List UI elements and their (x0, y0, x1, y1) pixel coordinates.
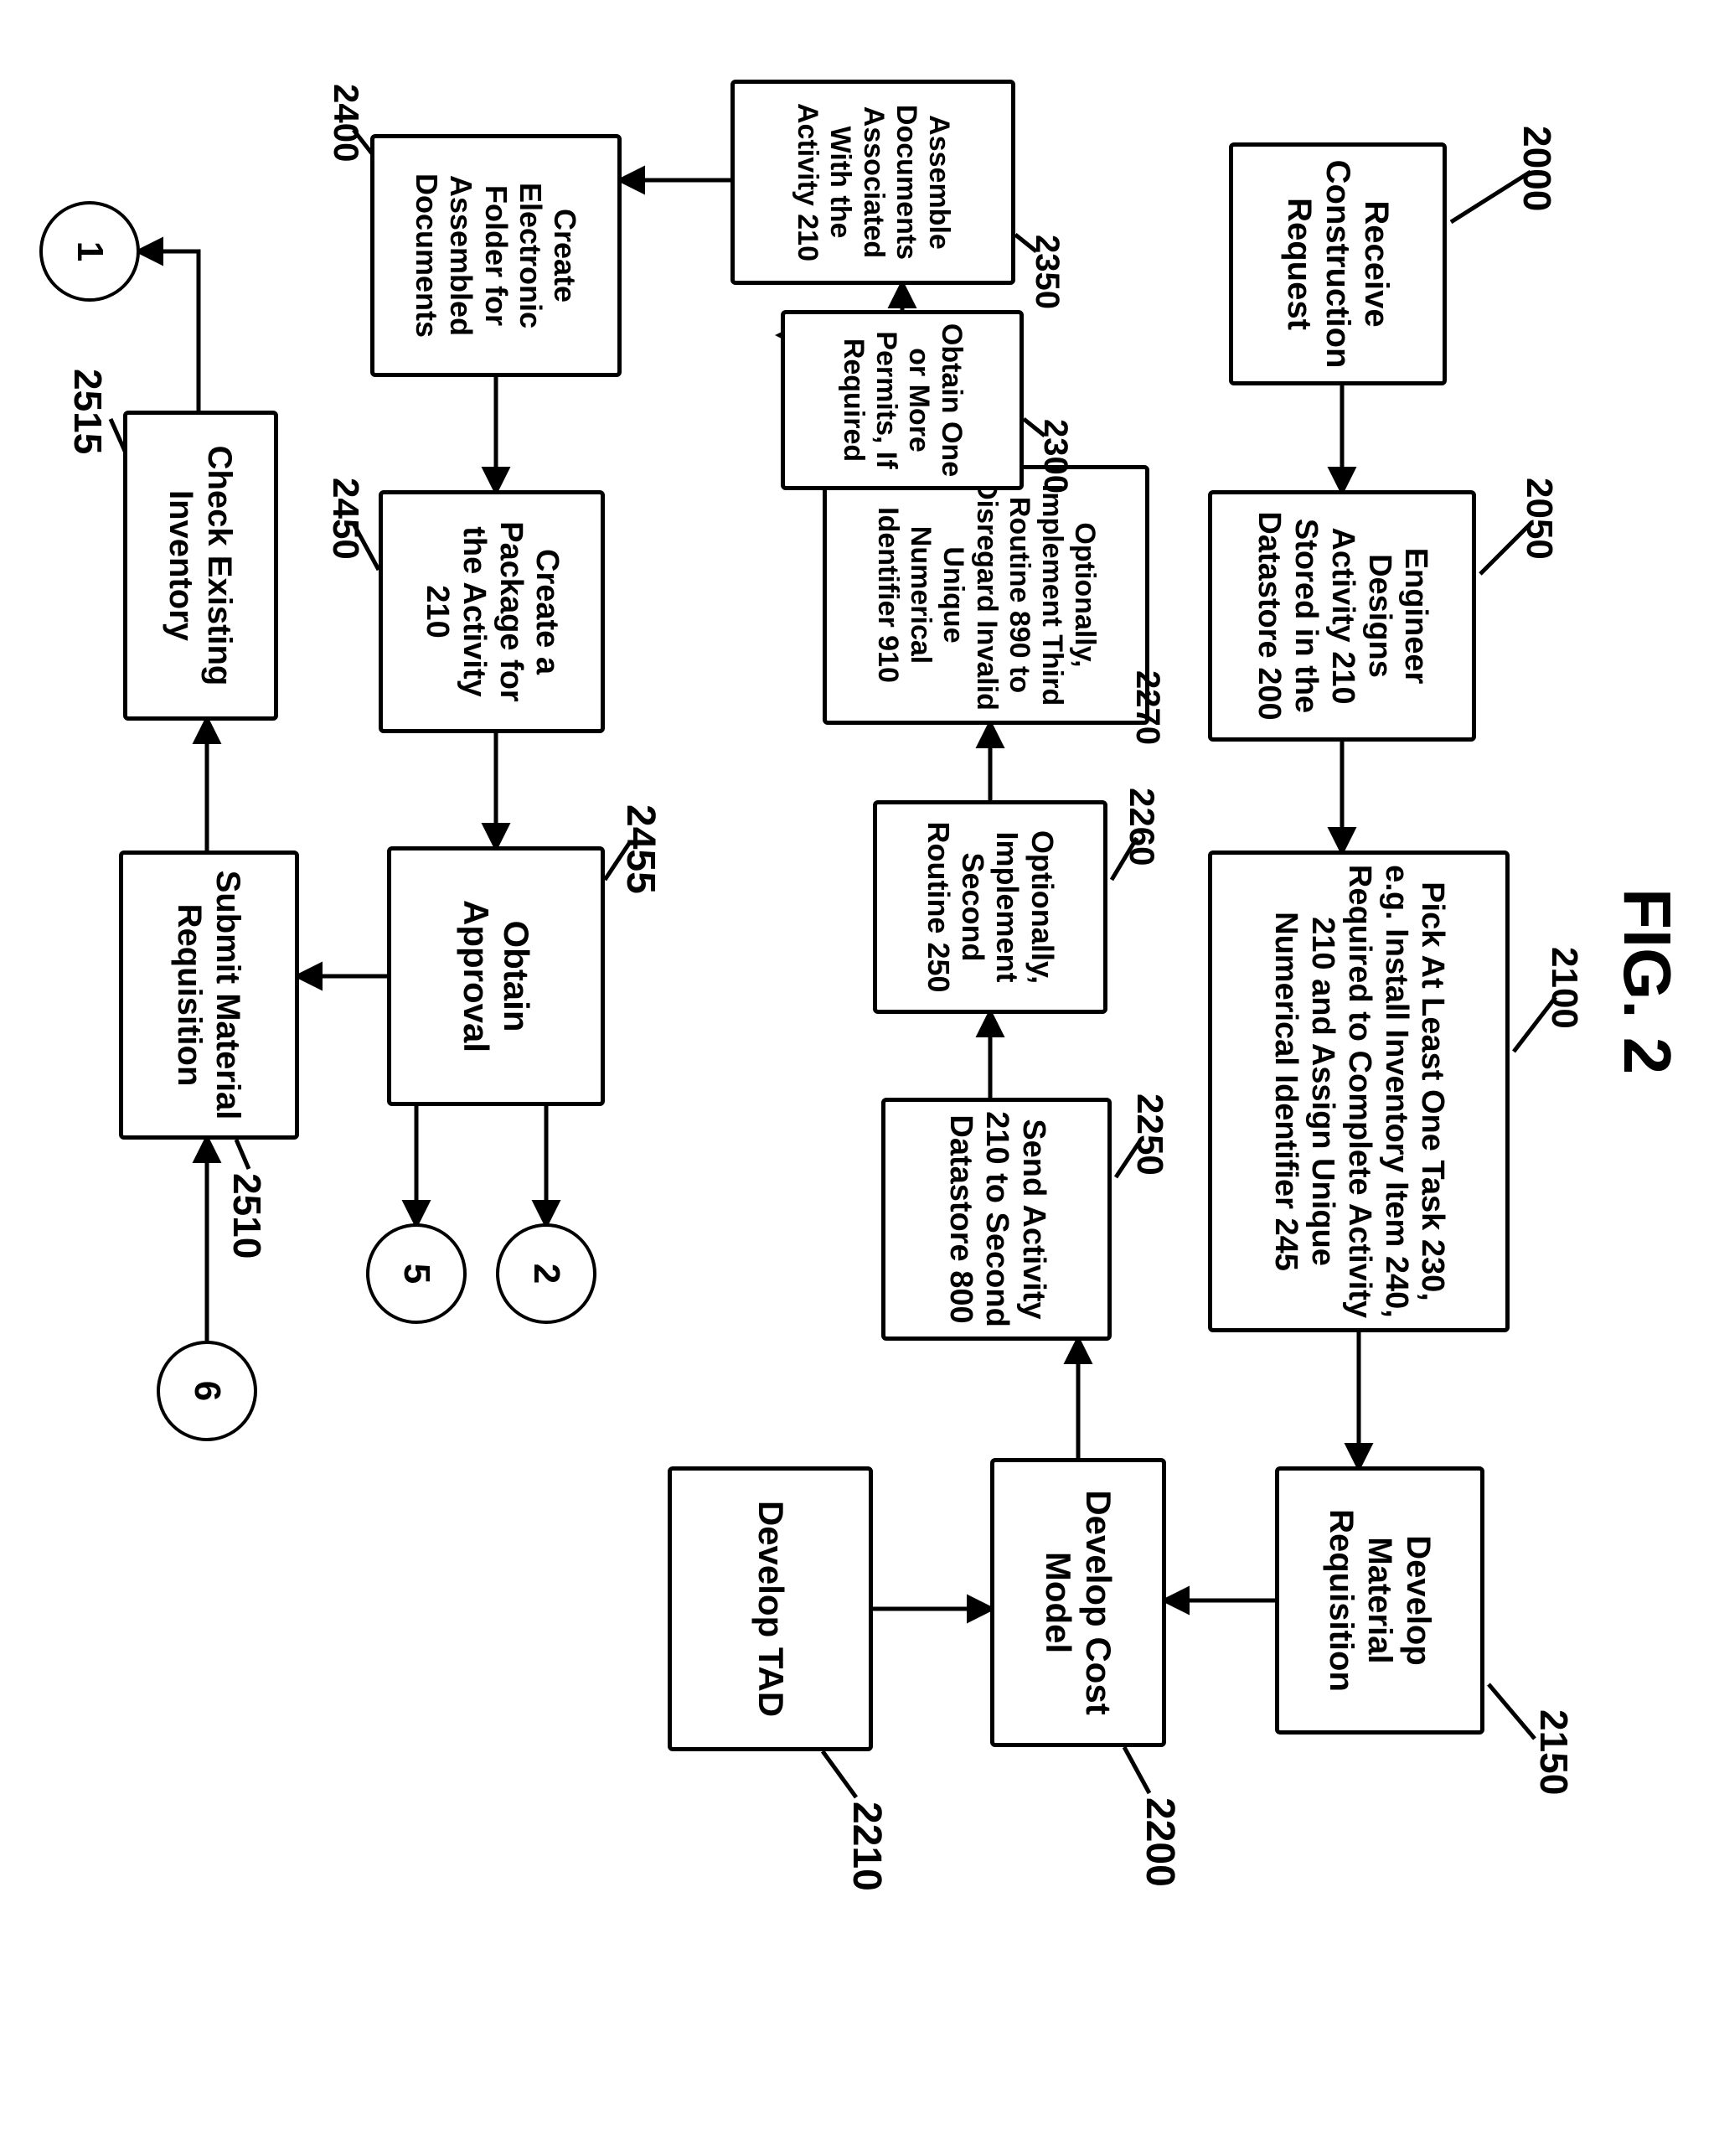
flowchart-node-n2270: Optionally, Implement Third Routine 890 … (823, 465, 1149, 725)
flowchart-node-n2000: Receive Construction Request (1229, 142, 1447, 385)
flowchart-node-n2400: Create Electronic Folder for Assembled D… (370, 134, 622, 377)
node-label-2270: 2270 (1128, 670, 1166, 745)
flowchart-node-n2510: Submit Material Requisition (119, 851, 299, 1140)
off-page-connector-1: 1 (39, 201, 140, 302)
node-label-2200: 2200 (1137, 1797, 1183, 1887)
node-label-2210: 2210 (844, 1802, 890, 1891)
edge-n2515-c1 (140, 251, 199, 411)
node-label-2100: 2100 (1543, 947, 1585, 1029)
flowchart-node-n2350: Assemble Documents Associated With the A… (730, 80, 1015, 285)
node-label-2455: 2455 (617, 804, 663, 894)
node-label-2515: 2515 (65, 369, 111, 454)
flowchart-node-n2260: Optionally, Implement Second Routine 250 (873, 800, 1107, 1014)
node-label-2260: 2260 (1122, 788, 1162, 866)
flowchart-node-n2050: Engineer Designs Activity 210 Stored in … (1208, 490, 1476, 742)
flowchart-node-n2100: Pick At Least One Task 230, e.g. Install… (1208, 851, 1510, 1332)
off-page-connector-2: 2 (496, 1223, 596, 1324)
label-leader-line (1489, 1684, 1535, 1739)
node-label-2300: 2300 (1036, 419, 1074, 494)
flowchart-node-n2250: Send Activity 210 to Second Datastore 80… (881, 1098, 1112, 1341)
node-label-2450: 2450 (324, 478, 366, 560)
node-label-2350: 2350 (1028, 235, 1066, 309)
node-label-2510: 2510 (225, 1173, 270, 1259)
label-leader-line (823, 1751, 856, 1797)
flowchart-node-n2150: Develop Material Requisition (1275, 1466, 1484, 1735)
flowchart-node-n2515: Check Existing Inventory (123, 411, 278, 721)
flowchart-node-n2210: Develop TAD (668, 1466, 873, 1751)
node-label-2050: 2050 (1518, 478, 1560, 560)
flowchart-node-n2300: Obtain One or More Permits, If Required (781, 310, 1024, 490)
flowchart-node-n2450: Create a Package for the Activity 210 (379, 490, 605, 733)
node-label-2000: 2000 (1515, 126, 1560, 211)
label-leader-line (236, 1140, 249, 1169)
flowchart-node-n2200: Develop Cost Model (990, 1458, 1166, 1747)
off-page-connector-5: 5 (366, 1223, 467, 1324)
off-page-connector-6: 6 (157, 1341, 257, 1441)
figure-title: FIG. 2 (1608, 888, 1685, 1074)
node-label-2400: 2400 (326, 84, 366, 162)
flowchart-node-n2455: Obtain Approval (387, 846, 605, 1106)
node-label-2150: 2150 (1531, 1709, 1577, 1795)
node-label-2250: 2250 (1128, 1094, 1170, 1176)
label-leader-line (1124, 1747, 1149, 1793)
